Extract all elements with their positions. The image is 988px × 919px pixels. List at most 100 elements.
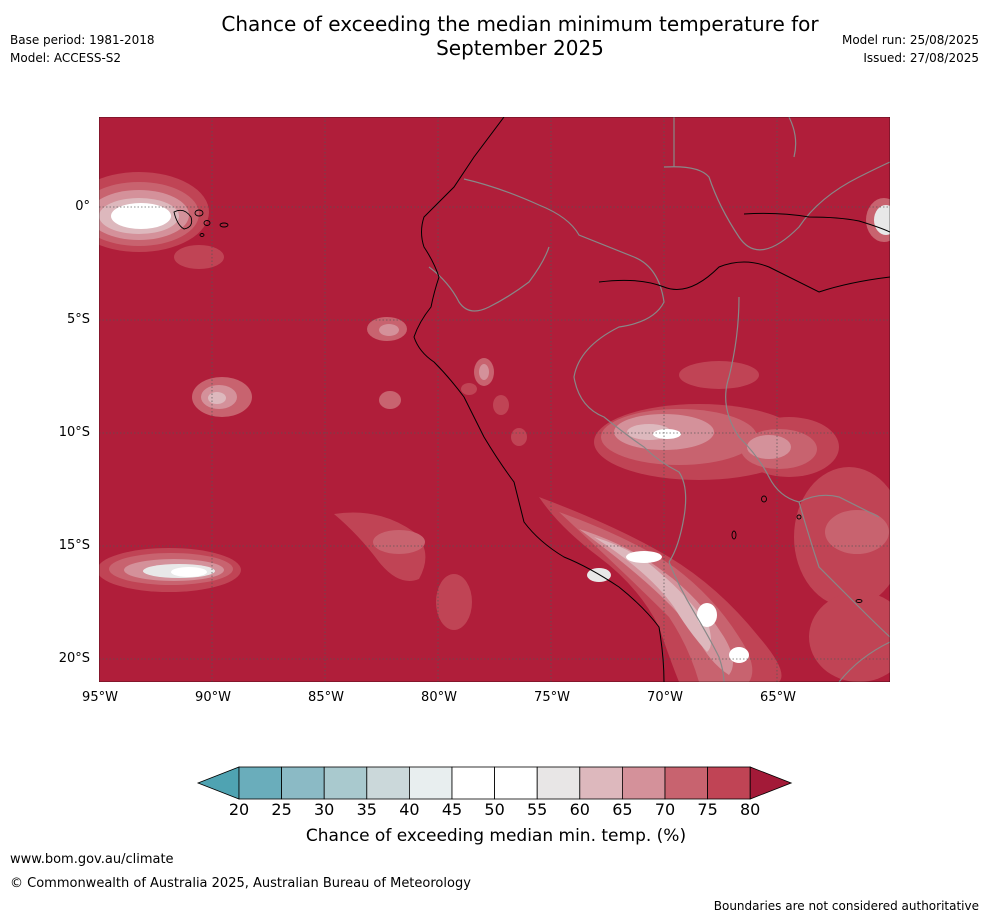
- colorbar: [196, 766, 793, 800]
- galapagos-island: [203, 220, 211, 226]
- border-line: [798, 501, 890, 638]
- disclaimer-text: Boundaries are not considered authoritat…: [713, 899, 979, 913]
- pacific-coastline: [413, 117, 665, 682]
- contour-blob: [379, 324, 399, 336]
- colorbar-tick-label: 80: [740, 800, 761, 819]
- lat-label-10s: 10°S: [58, 425, 90, 440]
- border-line: [798, 494, 880, 518]
- probability-contours: [99, 172, 890, 682]
- coastline-segment: [743, 212, 890, 233]
- contour-blob: [594, 537, 712, 652]
- lake-island: [855, 599, 863, 603]
- border-line: [838, 641, 890, 682]
- lake-island: [731, 530, 737, 540]
- issued-text: Issued: 27/08/2025: [863, 51, 979, 65]
- model-text: Model: ACCESS-S2: [10, 51, 122, 65]
- border-line: [463, 178, 687, 563]
- lat-label-20s: 20°S: [58, 651, 90, 666]
- colorbar-tick-label: 35: [356, 800, 377, 819]
- contour-blob: [579, 529, 733, 675]
- colorbar-high-extend: [749, 766, 793, 800]
- contour-blob: [697, 603, 717, 627]
- lon-label-80w: 80°W: [421, 690, 457, 705]
- colorbar-tick-label: 40: [399, 800, 420, 819]
- contour-blob: [809, 592, 890, 682]
- contour-blob: [729, 647, 749, 663]
- map-canvas: [99, 117, 890, 682]
- colorbar-tick-label: 60: [569, 800, 590, 819]
- colorbar-segment: [664, 766, 708, 800]
- lon-label-85w: 85°W: [308, 690, 344, 705]
- contour-blob: [747, 435, 791, 459]
- galapagos-island: [194, 209, 204, 217]
- coastlines: [413, 117, 890, 682]
- base-period-text: Base period: 1981-2018: [10, 33, 155, 47]
- colorbar-tick-label: 20: [228, 800, 250, 819]
- lat-label-15s: 15°S: [58, 538, 90, 553]
- colorbar-tick-label: 50: [484, 800, 505, 819]
- contour-blob: [171, 567, 207, 577]
- galapagos-island: [173, 209, 193, 230]
- lat-label-0: 0°: [75, 199, 90, 214]
- map-title: Chance of exceeding the median minimum t…: [170, 12, 870, 60]
- galapagos-island: [219, 222, 229, 228]
- border-line: [725, 296, 800, 503]
- galapagos-island: [199, 233, 205, 237]
- contour-blob: [436, 574, 472, 630]
- title-line-2: September 2025: [436, 36, 604, 60]
- contour-blob: [653, 429, 681, 439]
- border-line: [663, 161, 890, 251]
- contour-blob: [379, 391, 401, 409]
- colorbar-segments: [196, 766, 793, 800]
- colorbar-segment: [494, 766, 538, 800]
- colorbar-segment: [366, 766, 410, 800]
- lat-label-5s: 5°S: [66, 312, 90, 327]
- lon-label-75w: 75°W: [534, 690, 570, 705]
- contour-blob: [174, 245, 224, 269]
- coastline-segment: [598, 261, 890, 293]
- contour-blob: [511, 428, 527, 446]
- colorbar-low-extend: [196, 766, 240, 800]
- colorbar-tick-label: 30: [314, 800, 335, 819]
- colorbar-tick-label: 75: [697, 800, 718, 819]
- contour-blob: [461, 383, 477, 395]
- colorbar-label: Chance of exceeding median min. temp. (%…: [305, 826, 687, 846]
- colorbar-segment: [238, 766, 282, 800]
- lon-label-95w: 95°W: [82, 690, 118, 705]
- lake-island: [761, 495, 767, 503]
- border-line: [428, 246, 550, 312]
- colorbar-segment: [451, 766, 495, 800]
- metadata-right: Model run: 25/08/2025 Issued: 27/08/2025: [842, 31, 979, 67]
- colorbar-segment: [281, 766, 325, 800]
- forecast-map: [99, 117, 890, 682]
- colorbar-tick-label: 45: [441, 800, 463, 819]
- contour-blob: [679, 361, 759, 389]
- contour-blob: [111, 203, 171, 229]
- country-borders: [428, 117, 890, 682]
- colorbar-segment: [536, 766, 581, 800]
- border-line: [668, 561, 725, 682]
- lon-label-65w: 65°W: [760, 690, 796, 705]
- lon-label-90w: 90°W: [195, 690, 231, 705]
- contour-blob: [479, 364, 489, 380]
- lake-island: [796, 514, 802, 520]
- contour-blob: [626, 551, 662, 563]
- colorbar-segment: [621, 766, 666, 800]
- website-link[interactable]: www.bom.gov.au/climate: [10, 852, 174, 867]
- colorbar-tick-label: 70: [654, 800, 676, 819]
- contour-blob: [825, 510, 889, 554]
- contour-blob: [493, 395, 509, 415]
- contour-blob: [208, 392, 226, 404]
- border-line: [788, 117, 797, 158]
- colorbar-segment: [579, 766, 623, 800]
- metadata-left: Base period: 1981-2018 Model: ACCESS-S2: [10, 31, 155, 67]
- title-line-1: Chance of exceeding the median minimum t…: [221, 12, 819, 36]
- lon-label-70w: 70°W: [647, 690, 683, 705]
- copyright-text: © Commonwealth of Australia 2025, Austra…: [10, 876, 471, 891]
- contour-blob: [373, 530, 425, 554]
- colorbar-segment: [707, 766, 751, 800]
- colorbar-tick-label: 65: [612, 800, 633, 819]
- graticule: [99, 117, 890, 682]
- model-run-text: Model run: 25/08/2025: [841, 33, 979, 47]
- colorbar-segment: [408, 766, 453, 800]
